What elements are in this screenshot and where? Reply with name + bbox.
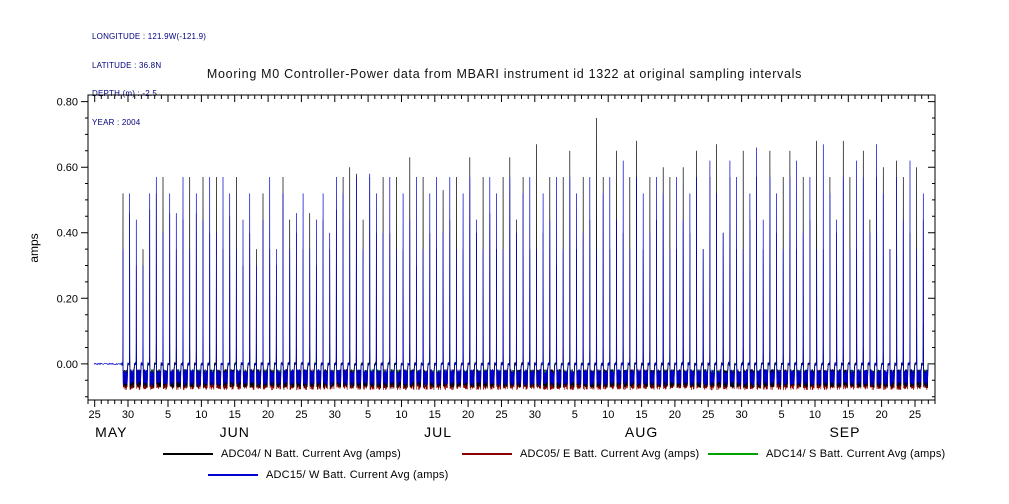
svg-text:25: 25	[702, 409, 714, 421]
svg-text:15: 15	[229, 409, 241, 421]
svg-text:0.60: 0.60	[57, 162, 78, 174]
svg-text:10: 10	[195, 409, 207, 421]
metadata-block: LONGITUDE : 121.9W(-121.9) LATITUDE : 36…	[92, 13, 206, 146]
legend-entry-adc15: ADC15/ W Batt. Current Avg (amps)	[208, 469, 448, 481]
axis-labels: 25 30 5 10 15 20 25 30 5 10 15 20 25 30 5 10 15 20 25 30 5 10…	[27, 97, 921, 440]
plot-box	[87, 94, 936, 401]
svg-text:SEP: SEP	[829, 424, 860, 440]
legend-line-sample-adc14	[708, 453, 758, 455]
svg-text:30: 30	[329, 409, 341, 421]
svg-text:15: 15	[635, 409, 647, 421]
legend-entry-adc14: ADC14/ S Batt. Current Avg (amps)	[708, 448, 945, 460]
meta-depth: DEPTH (m) : -2.5	[92, 89, 157, 98]
svg-text:10: 10	[809, 409, 821, 421]
svg-text:30: 30	[122, 409, 134, 421]
svg-text:5: 5	[365, 409, 371, 421]
legend-line-sample-adc04	[163, 453, 213, 455]
legend-label-adc04: ADC04/ N Batt. Current Avg (amps)	[221, 448, 402, 460]
legend-label-adc15: ADC15/ W Batt. Current Avg (amps)	[266, 469, 449, 481]
legend-entry-adc04: ADC04/ N Batt. Current Avg (amps)	[163, 448, 401, 460]
axis-ticks	[81, 95, 936, 407]
svg-text:10: 10	[395, 409, 407, 421]
y-axis-label: amps	[27, 233, 41, 262]
svg-text:30: 30	[529, 409, 541, 421]
svg-text:25: 25	[89, 409, 101, 421]
svg-text:AUG: AUG	[625, 424, 658, 440]
svg-text:30: 30	[735, 409, 747, 421]
series-line-adc04	[121, 117, 929, 388]
meta-latitude: LATITUDE : 36.8N	[92, 60, 162, 70]
svg-text:5: 5	[165, 409, 171, 421]
legend-label-adc14: ADC14/ S Batt. Current Avg (amps)	[766, 448, 946, 460]
svg-text:10: 10	[602, 409, 614, 421]
series-lines	[93, 117, 929, 391]
legend-label-adc05: ADC05/ E Batt. Current Avg (amps)	[520, 448, 700, 460]
legend-line-sample-adc15	[208, 474, 258, 476]
svg-text:MAY: MAY	[95, 424, 127, 440]
svg-text:JUN: JUN	[220, 424, 250, 440]
svg-text:5: 5	[572, 409, 578, 421]
svg-text:JUL: JUL	[424, 424, 452, 440]
chart-title: Mooring M0 Controller-Power data from MB…	[206, 67, 803, 81]
meta-longitude: LONGITUDE : 121.9W(-121.9)	[92, 32, 207, 41]
legend-line-sample-adc05	[462, 453, 512, 455]
svg-text:5: 5	[779, 409, 785, 421]
svg-text:20: 20	[669, 409, 681, 421]
svg-text:0.40: 0.40	[57, 228, 78, 240]
svg-text:0.80: 0.80	[57, 97, 78, 109]
svg-text:0.20: 0.20	[57, 293, 78, 305]
meta-year: YEAR : 2004	[92, 117, 141, 127]
series-line-adc15	[93, 144, 929, 386]
svg-text:0.00: 0.00	[57, 359, 78, 371]
legend-entry-adc05: ADC05/ E Batt. Current Avg (amps)	[462, 448, 699, 460]
svg-text:20: 20	[876, 409, 888, 421]
svg-text:15: 15	[842, 409, 854, 421]
svg-text:25: 25	[909, 409, 921, 421]
svg-text:25: 25	[295, 409, 307, 421]
svg-text:20: 20	[262, 409, 274, 421]
svg-text:25: 25	[495, 409, 507, 421]
svg-text:20: 20	[462, 409, 474, 421]
svg-text:15: 15	[429, 409, 441, 421]
